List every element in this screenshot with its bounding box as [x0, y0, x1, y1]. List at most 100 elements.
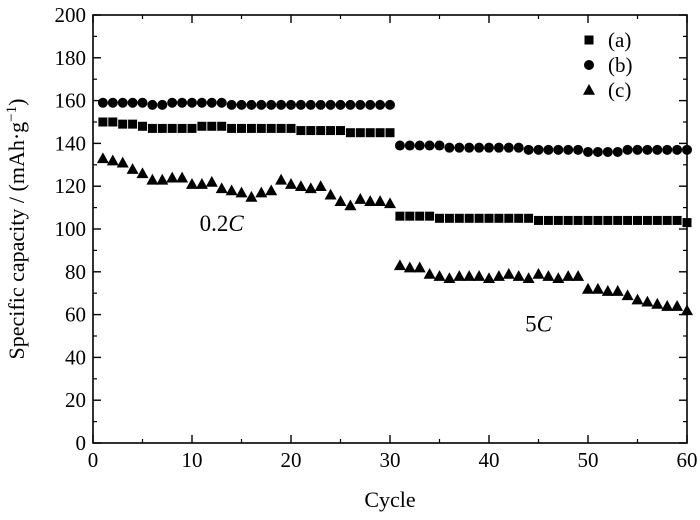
data-point-triangle: [483, 272, 495, 284]
data-point-square: [108, 117, 118, 127]
data-point-circle: [493, 142, 504, 153]
y-tick-label: 80: [65, 260, 86, 284]
data-point-triangle: [681, 304, 693, 316]
data-point-square: [256, 123, 266, 133]
data-point-circle: [157, 99, 168, 110]
data-point-square: [306, 126, 316, 136]
data-point-circle: [206, 97, 217, 108]
data-point-triangle: [572, 270, 585, 281]
data-point-triangle: [215, 182, 228, 194]
series-square: [98, 117, 692, 228]
data-points: [96, 97, 693, 316]
y-tick-label: 180: [55, 46, 87, 70]
data-point-triangle: [621, 289, 634, 301]
data-point-circle: [137, 97, 148, 108]
data-point-square: [613, 215, 623, 225]
data-point-triangle: [413, 261, 426, 273]
data-point-circle: [335, 99, 346, 110]
data-point-square: [326, 126, 336, 136]
data-point-circle: [404, 140, 415, 151]
rate-annotation-unit: C: [228, 211, 244, 236]
data-point-circle: [424, 140, 435, 151]
data-point-triangle: [532, 267, 545, 279]
data-point-triangle: [275, 173, 288, 185]
data-point-triangle: [344, 199, 357, 211]
data-point-circle: [592, 146, 603, 157]
rate-annotation-unit: C: [537, 312, 553, 337]
data-point-square: [138, 121, 147, 131]
data-point-square: [128, 119, 138, 129]
data-point-square: [227, 123, 237, 133]
data-point-circle: [196, 97, 207, 108]
data-point-square: [454, 213, 464, 223]
data-point-triangle: [324, 188, 337, 200]
data-point-triangle: [631, 293, 644, 305]
data-point-circle: [345, 99, 356, 110]
data-point-circle: [454, 142, 465, 153]
data-point-square: [118, 119, 128, 129]
y-axis-title: Specific capacity / (mAh·g−1): [4, 99, 29, 360]
data-point-triangle: [285, 178, 297, 189]
data-point-circle: [622, 144, 633, 155]
data-point-square: [276, 123, 286, 133]
y-tick-label: 200: [55, 3, 87, 27]
data-point-triangle: [156, 173, 169, 185]
data-point-circle: [464, 142, 475, 153]
data-point-circle: [187, 97, 197, 108]
data-point-square: [187, 123, 197, 133]
data-point-triangle: [166, 171, 179, 183]
data-point-triangle: [126, 163, 139, 174]
data-point-square: [444, 213, 454, 223]
data-point-square: [266, 123, 276, 133]
legend-marker-circle: [584, 60, 594, 70]
data-point-square: [682, 218, 692, 228]
data-point-triangle: [334, 195, 347, 206]
data-point-triangle: [582, 282, 594, 294]
data-point-square: [425, 211, 435, 221]
data-point-circle: [305, 99, 316, 110]
data-point-triangle: [473, 270, 486, 281]
data-point-triangle: [492, 270, 505, 281]
data-point-triangle: [146, 173, 159, 185]
data-point-circle: [147, 99, 158, 110]
data-point-triangle: [106, 154, 119, 166]
x-tick-label: 40: [479, 448, 500, 472]
data-point-circle: [177, 97, 188, 108]
data-point-triangle: [136, 167, 149, 179]
data-point-square: [355, 128, 365, 138]
data-point-square: [177, 123, 187, 133]
data-point-triangle: [255, 186, 268, 198]
data-point-circle: [355, 99, 366, 110]
data-point-circle: [583, 146, 593, 157]
data-point-square: [672, 215, 682, 225]
data-point-triangle: [403, 261, 416, 273]
y-tick-label: 160: [55, 89, 87, 113]
y-tick-label: 40: [65, 345, 86, 369]
series-circle: [97, 97, 692, 157]
legend-label: (c): [608, 78, 631, 102]
data-point-triangle: [354, 193, 367, 204]
data-point-square: [553, 215, 563, 225]
data-point-square: [494, 213, 504, 223]
data-point-triangle: [116, 156, 129, 168]
rate-annotation-value: 0.2: [200, 211, 229, 236]
data-point-square: [435, 213, 444, 223]
data-point-square: [662, 215, 672, 225]
data-point-circle: [484, 142, 494, 153]
data-point-circle: [246, 99, 257, 110]
data-point-circle: [602, 146, 613, 157]
data-point-square: [633, 215, 642, 225]
x-tick-label: 60: [677, 448, 698, 472]
data-point-circle: [256, 99, 267, 110]
rate-annotation-value: 5: [525, 312, 537, 337]
data-point-circle: [474, 142, 485, 153]
data-point-triangle: [661, 300, 674, 311]
data-point-circle: [127, 97, 138, 108]
rate-annotation: 5C: [525, 312, 553, 337]
y-tick-label: 20: [65, 388, 86, 412]
data-point-square: [484, 213, 494, 223]
data-point-triangle: [651, 297, 664, 309]
data-point-circle: [236, 99, 247, 110]
x-tick-label: 50: [578, 448, 599, 472]
